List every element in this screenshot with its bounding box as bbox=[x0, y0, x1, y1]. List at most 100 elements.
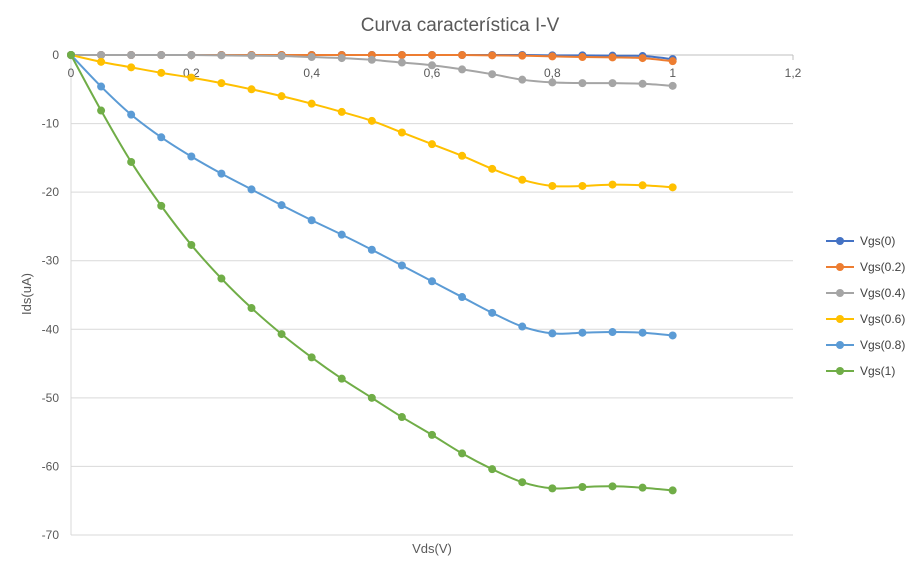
y-axis-title: Ids(uA) bbox=[19, 273, 34, 315]
data-point bbox=[97, 57, 106, 66]
data-point bbox=[277, 330, 286, 339]
data-point bbox=[638, 181, 647, 190]
series-line bbox=[70, 54, 673, 337]
x-tick-label: 1 bbox=[669, 66, 676, 80]
data-point bbox=[428, 277, 436, 286]
data-point bbox=[548, 329, 557, 338]
data-point bbox=[367, 55, 376, 64]
data-point bbox=[668, 57, 677, 66]
data-point bbox=[458, 449, 467, 458]
data-point bbox=[187, 51, 196, 59]
data-point bbox=[488, 70, 497, 79]
data-point bbox=[608, 482, 617, 491]
data-point bbox=[397, 261, 406, 270]
y-tick-label: -70 bbox=[42, 528, 60, 542]
legend-item: Vgs(1) bbox=[826, 364, 895, 378]
y-tick-label: -20 bbox=[42, 185, 60, 199]
data-point bbox=[548, 52, 557, 61]
x-tick-label: 1,2 bbox=[785, 66, 802, 80]
data-point bbox=[578, 483, 587, 491]
x-tick-label: 0,4 bbox=[303, 66, 320, 80]
data-point bbox=[127, 110, 136, 119]
data-point bbox=[608, 79, 617, 88]
data-point bbox=[367, 116, 376, 125]
data-point bbox=[307, 216, 316, 225]
data-point bbox=[277, 92, 286, 101]
series-2 bbox=[67, 51, 677, 90]
data-point bbox=[638, 483, 647, 492]
data-point bbox=[247, 304, 256, 313]
data-point bbox=[488, 465, 497, 474]
data-point bbox=[397, 58, 406, 67]
data-point bbox=[397, 128, 406, 137]
data-point bbox=[367, 393, 376, 402]
data-point bbox=[518, 51, 527, 60]
chart-title: Curva característica I-V bbox=[361, 15, 560, 36]
data-point bbox=[307, 99, 316, 108]
data-point bbox=[428, 61, 436, 70]
y-tick-label: -30 bbox=[42, 254, 60, 268]
data-point bbox=[367, 245, 376, 254]
y-tick-label: -60 bbox=[42, 459, 60, 473]
data-point bbox=[157, 133, 166, 142]
series-4 bbox=[67, 51, 677, 340]
data-point bbox=[548, 484, 557, 493]
data-point bbox=[127, 63, 136, 72]
legend-label: Vgs(0.2) bbox=[860, 260, 905, 274]
series-5 bbox=[67, 51, 677, 495]
data-point bbox=[668, 486, 677, 495]
data-point bbox=[157, 51, 166, 59]
data-point bbox=[608, 180, 617, 189]
legend-marker bbox=[836, 367, 844, 375]
data-point bbox=[217, 79, 226, 88]
axes bbox=[70, 54, 794, 535]
data-point bbox=[488, 164, 497, 173]
data-point bbox=[187, 73, 196, 82]
data-point bbox=[247, 185, 256, 194]
data-point bbox=[518, 322, 527, 331]
legend-label: Vgs(0) bbox=[860, 234, 895, 248]
series-3 bbox=[67, 51, 677, 192]
x-tick-label: 0 bbox=[68, 66, 75, 80]
legend-item: Vgs(0.4) bbox=[826, 286, 905, 300]
x-axis-title: Vds(V) bbox=[412, 541, 452, 556]
data-point bbox=[578, 181, 587, 190]
legend-marker bbox=[836, 237, 844, 245]
legend-marker bbox=[836, 341, 844, 349]
legend-label: Vgs(0.4) bbox=[860, 286, 905, 300]
data-point bbox=[247, 51, 256, 60]
data-point bbox=[67, 51, 75, 59]
data-point bbox=[277, 201, 286, 210]
data-point bbox=[518, 478, 527, 487]
legend-marker bbox=[836, 289, 844, 297]
data-point bbox=[97, 82, 106, 91]
legend-label: Vgs(1) bbox=[860, 364, 895, 378]
legend-label: Vgs(0.6) bbox=[860, 312, 905, 326]
data-point bbox=[638, 328, 647, 337]
data-point bbox=[578, 328, 587, 337]
data-point bbox=[307, 353, 316, 362]
data-point bbox=[668, 81, 677, 90]
legend: Vgs(0) Vgs(0.2) Vgs(0.4) Vgs(0.6) Vgs(0.8) Vg… bbox=[826, 234, 905, 378]
gridlines bbox=[71, 123, 793, 536]
data-point bbox=[97, 106, 106, 115]
data-point bbox=[488, 308, 497, 317]
data-point bbox=[187, 152, 196, 161]
data-point bbox=[578, 53, 587, 62]
data-point bbox=[458, 151, 467, 160]
data-point bbox=[157, 201, 166, 210]
data-point bbox=[458, 293, 467, 302]
data-point bbox=[638, 54, 647, 63]
y-tick-label: -50 bbox=[42, 391, 60, 405]
data-point bbox=[217, 274, 226, 283]
legend-item: Vgs(0) bbox=[826, 234, 895, 248]
data-point bbox=[488, 51, 497, 60]
data-point bbox=[127, 157, 136, 166]
data-point bbox=[578, 79, 587, 88]
data-point bbox=[97, 51, 106, 59]
data-point bbox=[157, 68, 166, 77]
data-point bbox=[187, 240, 196, 249]
data-point bbox=[638, 79, 647, 88]
x-tick-label: 0,6 bbox=[424, 66, 441, 80]
